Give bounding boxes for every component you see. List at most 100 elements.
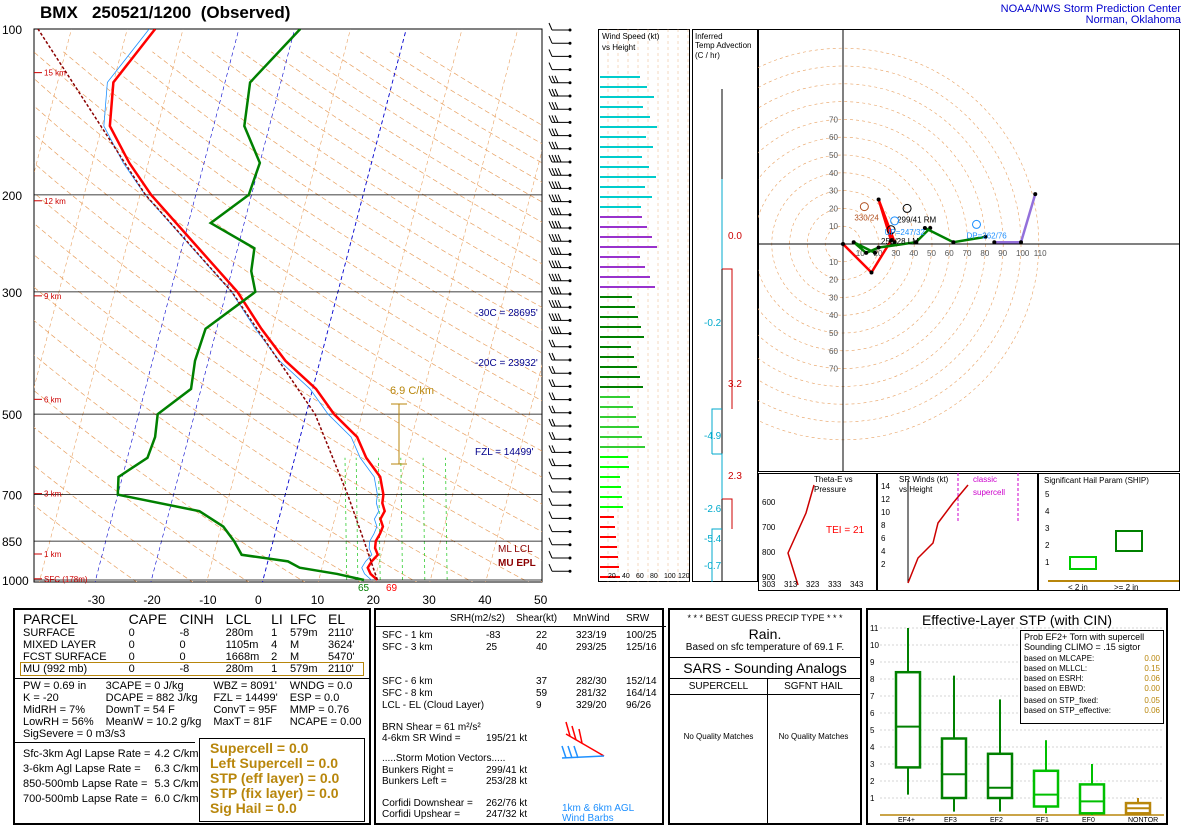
barb-dot: [568, 200, 572, 204]
hodo-tick: 50: [927, 249, 936, 258]
hodo-marker: [902, 203, 912, 213]
supercell-label: supercell: [973, 488, 1005, 497]
mixing-ratio-line: [445, 457, 448, 581]
hodo-point: [876, 197, 881, 202]
hodo-marker-label: DP=262/76: [967, 231, 1008, 240]
stp-category: EF2: [990, 817, 1003, 823]
stp-ytick: 6: [870, 709, 875, 718]
status: (Observed): [200, 3, 291, 22]
kin-cell: 281/32: [576, 688, 607, 699]
cell: DownT = 54 F: [105, 704, 175, 716]
barb-flag: [551, 458, 556, 466]
cell: MidRH = 7%: [23, 704, 86, 716]
barb-flag: [551, 234, 556, 242]
dry-adiabat: [92, 51, 542, 354]
barb-flag: [551, 88, 556, 97]
cell: 700-500mb Lapse Rate =: [23, 792, 148, 805]
kin-cell: 152/14: [626, 676, 657, 687]
barb-dot: [568, 503, 572, 507]
thetae-y: 900: [762, 573, 776, 582]
barb-flag: [554, 220, 559, 229]
stp-box: [894, 670, 922, 769]
temp-tick: 40: [478, 593, 492, 607]
sfc-temp-label: 69: [386, 583, 398, 594]
kin-cell: -83: [486, 630, 501, 641]
cell: MaxT = 81F: [213, 716, 273, 728]
barb-dot: [568, 28, 572, 32]
sr-y: 8: [881, 521, 886, 530]
wind-barb: [548, 537, 572, 547]
cell: 0: [128, 663, 135, 675]
hodo-marker: [886, 225, 896, 235]
cell: 0: [128, 651, 135, 663]
barb-dot: [568, 411, 572, 415]
wind-barb: [548, 379, 572, 388]
isotherm-label-m20: -20C = 23932': [475, 358, 538, 369]
stp-prob-value: 0.15: [1144, 664, 1160, 673]
barb-flag: [548, 260, 553, 268]
barb-dot: [568, 398, 572, 402]
kin-cell: SFC - 1 km: [382, 630, 433, 641]
kin-cell: SFC - 3 km: [382, 642, 433, 653]
stp-fix-value: STP (fix layer) = 0.0: [210, 785, 339, 801]
barb-flag: [554, 286, 559, 295]
stp-prob-value: 0.06: [1144, 706, 1160, 715]
table-row-selected[interactable]: MU (992 mb) 0 -8 280m 1 579m 2110': [20, 662, 364, 676]
height-label: 1 km: [44, 550, 62, 559]
ship-y: 1: [1045, 558, 1050, 567]
left-supercell-value: Left Supercell = 0.0: [210, 755, 338, 771]
stp-ytick: 1: [870, 794, 875, 803]
barb-dot: [568, 41, 572, 45]
wind-barb: [548, 366, 572, 375]
hodo-point: [983, 234, 988, 239]
barb-flag: [548, 392, 553, 400]
wind-barb: [548, 181, 572, 190]
precip-title: * * * BEST GUESS PRECIP TYPE * * *: [687, 613, 843, 623]
wind-barb: [548, 260, 572, 270]
wind-barb: [548, 207, 572, 217]
adv-bar: [722, 268, 733, 354]
hodo-vtick: 30: [829, 293, 838, 302]
kin-cell: SFC - 8 km: [382, 688, 433, 699]
barb-flag: [548, 141, 553, 149]
hodo-point: [889, 238, 894, 243]
barb-flag: [551, 432, 556, 440]
hodograph: 10 20 30 40 50 60 70 80 90 100 110 70 60 50 40 30 20 10 10…: [758, 29, 1180, 472]
col-parcel: PARCEL: [23, 611, 78, 627]
temp-advection-panel: Inferred Temp Advection (C / hr) 0.0 -0.2…: [692, 29, 758, 582]
cell: Sfc-3km Agl Lapse Rate =: [23, 747, 151, 760]
kin-cell: 164/14: [626, 688, 657, 699]
wind-panel-title: Wind Speed (kt): [602, 32, 660, 41]
barb-dot: [568, 186, 572, 190]
sr-y: 4: [881, 547, 886, 556]
ws-tick: 80: [650, 573, 658, 580]
ship-box-small: [1069, 556, 1097, 570]
cell: 5.3 C/km: [154, 777, 199, 790]
stp-box: [986, 752, 1014, 800]
barb-flag: [548, 128, 553, 136]
barb-flag: [548, 445, 553, 453]
cell: 6.0 C/km: [154, 792, 199, 805]
kin-cell: 25: [486, 642, 498, 653]
barb-flag: [554, 88, 559, 97]
barb-flag: [548, 102, 553, 110]
cell: PW = 0.69 in: [23, 680, 87, 692]
barb-dot: [568, 266, 572, 270]
barb-flag: [551, 181, 556, 189]
classic-label: classic: [973, 475, 997, 484]
kin-hdr-srh: SRH(m2/s2): [450, 613, 506, 624]
barb-flag: [548, 273, 553, 281]
ship-y: 4: [1045, 507, 1050, 516]
hodo-tick: 40: [909, 249, 918, 258]
cell: 850-500mb Lapse Rate =: [23, 777, 148, 790]
pressure-label: 850: [2, 535, 22, 549]
barb-dot: [568, 464, 572, 468]
prob-title2: Sounding CLIMO = .15 sigtor: [1024, 642, 1141, 652]
barb-dot: [568, 68, 572, 72]
barb-flag: [551, 154, 556, 163]
isotherm-label-fzl: FZL = 14499': [475, 447, 534, 458]
pressure-label: 500: [2, 408, 22, 422]
parcel-table: PARCEL CAPE CINH LCL LI LFC EL SURFACE 0-…: [20, 611, 364, 676]
adv-value: -0.7: [704, 561, 722, 572]
barb-flag: [551, 141, 556, 149]
